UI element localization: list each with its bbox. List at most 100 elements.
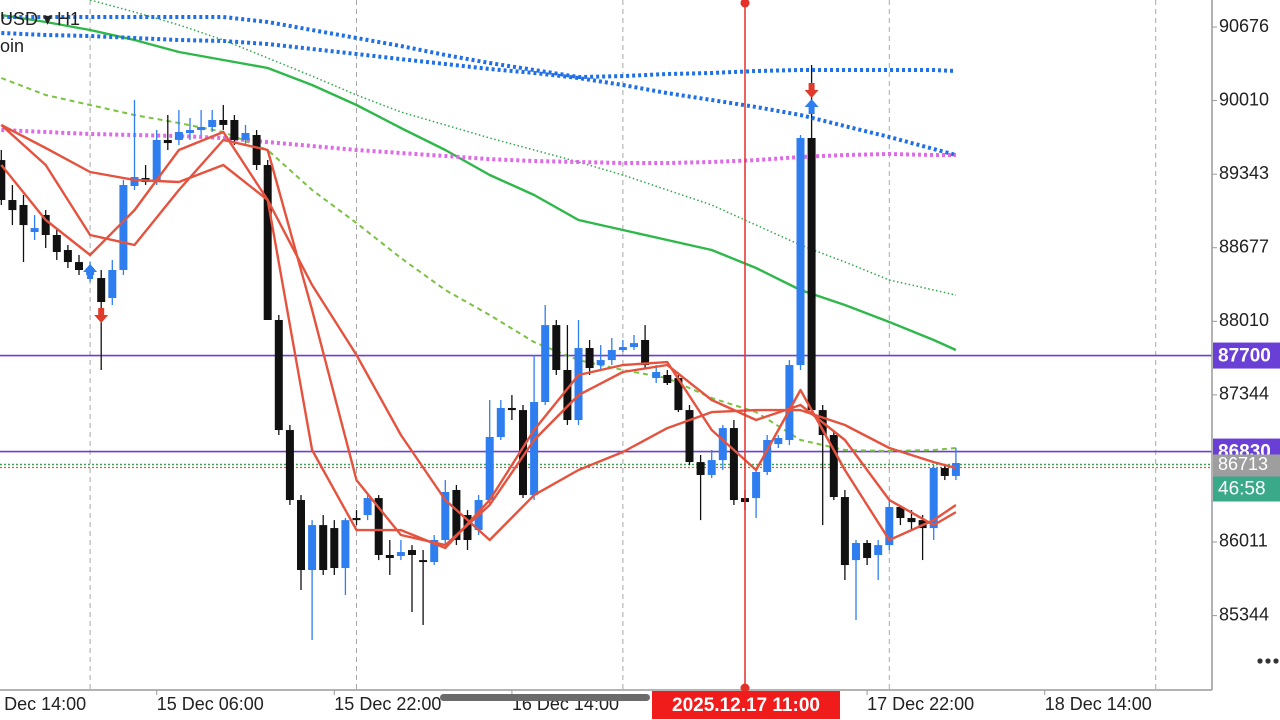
level-price-box [1213,342,1280,369]
candle-body [52,235,61,253]
countdown-label: 46:58 [1218,479,1266,500]
candle-body [729,428,738,501]
candle-body [186,130,194,134]
candle-body [285,430,294,501]
candle-body [352,518,361,521]
candle-body [496,407,505,438]
candle-body [0,160,6,201]
candle-body [419,560,428,563]
candle-body [951,463,960,476]
candle-body [829,435,838,498]
symbol-description: oin [0,36,24,56]
candle-body [596,360,605,366]
candle-body [574,348,583,421]
axes: 90676 90010 89343 88677 88010 87344 86011 85344… [0,16,1280,714]
candle-body [30,228,39,233]
level-price-label: 87700 [1218,346,1271,367]
candle-body [940,468,949,476]
candle-body [774,437,783,445]
signal-arrow [804,98,819,114]
signal-arrow [83,263,98,279]
y-tick-label: 88677 [1219,236,1269,256]
candle-body [374,498,383,556]
candle-body [441,491,450,540]
menu-dot[interactable] [1273,658,1279,664]
candle-body [552,325,561,371]
candle-body [929,468,938,529]
candle-body [630,343,638,348]
candle-body [130,177,139,186]
indicator-line [89,0,957,296]
crosshair-handle[interactable] [740,683,750,693]
candle-body [652,371,661,379]
candle-body [385,555,394,558]
candle-body [585,348,594,369]
candle-body [19,204,28,226]
candle-body [563,370,572,421]
candle-body [430,539,439,563]
candle-body [408,550,416,556]
candle-body [263,165,272,320]
y-tick-label: 86011 [1219,531,1268,551]
y-tick-label: 85344 [1219,604,1269,624]
scrollbar[interactable] [440,694,650,701]
candle-body [174,132,183,140]
candle-body [108,269,117,299]
candle-body [97,278,106,303]
candle-body [785,365,794,440]
candle-body [341,520,350,569]
candle-body [219,119,228,125]
candle-body [896,506,905,519]
crosshair-label: 2025.12.17 11:00 [672,695,820,716]
candle-body [863,542,872,558]
candle-body [297,500,305,571]
candle-body [363,498,372,516]
crosshair-handle[interactable] [740,0,750,8]
indicator-line [0,123,957,542]
y-tick-label: 87344 [1219,384,1269,404]
candle-body [463,515,472,540]
x-tick-label: 14 Dec 14:00 [0,694,86,714]
candle-body [41,215,50,236]
candle-body [874,545,883,556]
candle-body [452,489,461,540]
candle-body [852,542,860,561]
y-tick-label: 89343 [1219,163,1269,183]
candle-body [663,374,672,384]
candle-body [197,127,206,131]
candle-body [796,137,805,366]
candle-body [807,137,816,411]
candle-body [319,525,328,571]
candle-body [685,410,694,463]
candle-body [541,325,550,403]
candle-body [674,378,683,411]
x-tick-label: 15 Dec 06:00 [157,694,264,714]
candle-body [907,518,916,523]
y-tick-label: 90010 [1219,89,1269,109]
menu-dot[interactable] [1257,658,1263,664]
candle-body [75,262,83,270]
candle-body [618,347,627,351]
candle-body [763,439,772,472]
countdown-box [1213,476,1280,502]
candle-body [519,410,527,496]
bid-price-box [1213,454,1280,477]
candle-body [63,250,72,263]
menu-dot[interactable] [1265,658,1271,664]
bid-price-label: 86713 [1218,454,1268,474]
x-tick-label: 15 Dec 22:00 [334,694,441,714]
candle-body [641,339,650,366]
candle-body [152,139,161,181]
signal-arrow [804,82,819,98]
candle-body [330,528,339,569]
candle-body [607,350,616,361]
indicator-line [0,124,957,547]
candle-body [885,506,894,546]
crosshair-label-box [652,691,840,719]
symbol: USD ▾ H1 [0,9,80,29]
indicator-line [1,15,956,79]
candle-body [8,200,17,211]
